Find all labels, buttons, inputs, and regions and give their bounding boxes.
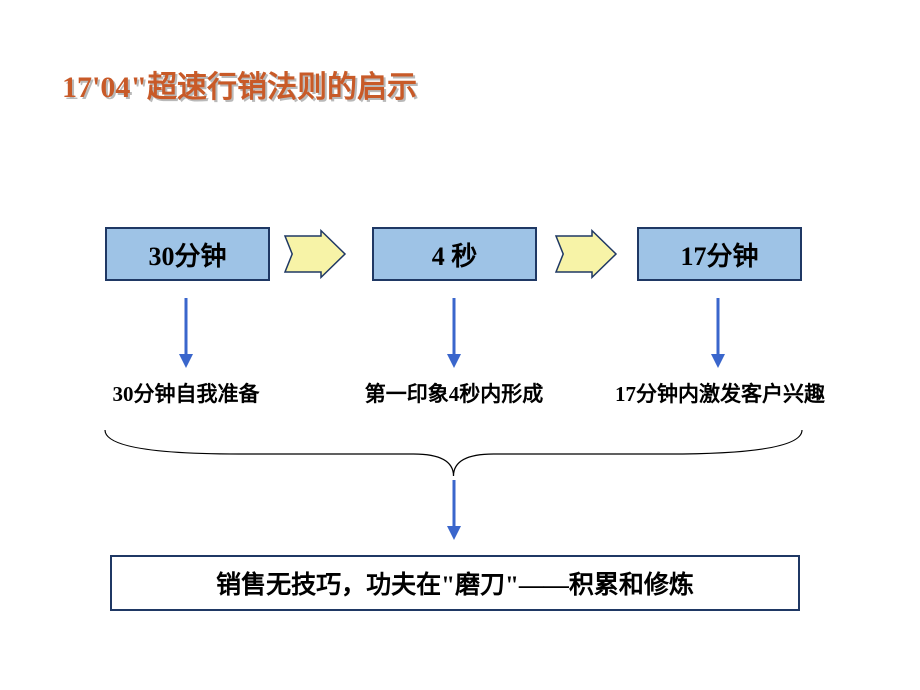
brace-arrow-head (447, 526, 461, 540)
h-arrow-1 (556, 231, 616, 278)
curly-brace (105, 430, 802, 476)
stage-box-2: 17分钟 (637, 227, 802, 281)
v-arrow-2-head (711, 354, 725, 368)
conclusion-box: 销售无技巧，功夫在"磨刀"——积累和修炼 (110, 555, 800, 611)
slide-title: 17'04"超速行销法则的启示 (62, 62, 417, 106)
h-arrow-0 (285, 231, 345, 278)
stage-box-0: 30分钟 (105, 227, 270, 281)
stage-label-2: 17分钟内激发客户兴趣 (260, 378, 920, 408)
stage-box-1: 4 秒 (372, 227, 537, 281)
v-arrow-0-head (179, 354, 193, 368)
v-arrow-1-head (447, 354, 461, 368)
